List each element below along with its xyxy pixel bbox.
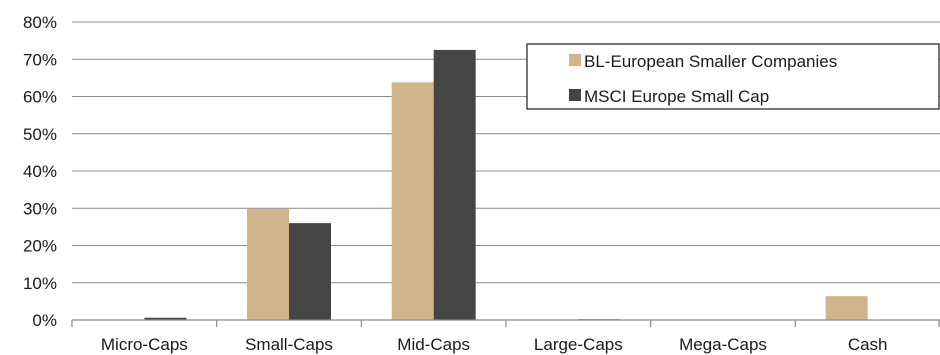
y-tick-label: 50% [23,125,57,144]
y-tick-label: 70% [23,50,57,69]
bar-bl-small-caps [247,208,289,320]
y-tick-label: 20% [23,237,57,256]
bar-bl-cash [825,296,868,320]
y-axis-ticks: 0% 10% 20% 30% 40% 50% 60% 70% 80% [23,13,57,330]
bars [144,49,868,320]
y-tick-label: 60% [23,88,57,107]
legend-swatch-msci [569,89,581,101]
legend-label-bl: BL-European Smaller Companies [584,52,837,71]
x-tick-label: Mid-Caps [397,335,470,354]
x-axis-ticks: Micro-Caps Small-Caps Mid-Caps Large-Caps Me… [101,335,888,354]
x-tick-label: Cash [848,335,888,354]
bar-msci-small-caps [289,223,331,320]
x-tick-label: Mega-Caps [679,335,767,354]
x-tick-label: Large-Caps [534,335,623,354]
y-tick-label: 10% [23,274,57,293]
y-tick-label: 40% [23,162,57,181]
x-tick-label: Small-Caps [245,335,333,354]
legend-swatch-bl [569,54,581,66]
y-tick-label: 0% [32,311,57,330]
gridlines [72,21,940,284]
bar-msci-mid-caps [433,49,476,320]
legend: BL-European Smaller Companies MSCI Europ… [526,43,940,110]
y-tick-label: 80% [23,13,57,32]
bar-msci-micro-caps [144,317,187,320]
bar-bl-mid-caps [391,82,434,320]
legend-label-msci: MSCI Europe Small Cap [584,87,769,106]
legend-box [526,43,940,110]
x-tick-label: Micro-Caps [101,335,188,354]
x-axis [71,319,940,327]
y-tick-label: 30% [23,199,57,218]
